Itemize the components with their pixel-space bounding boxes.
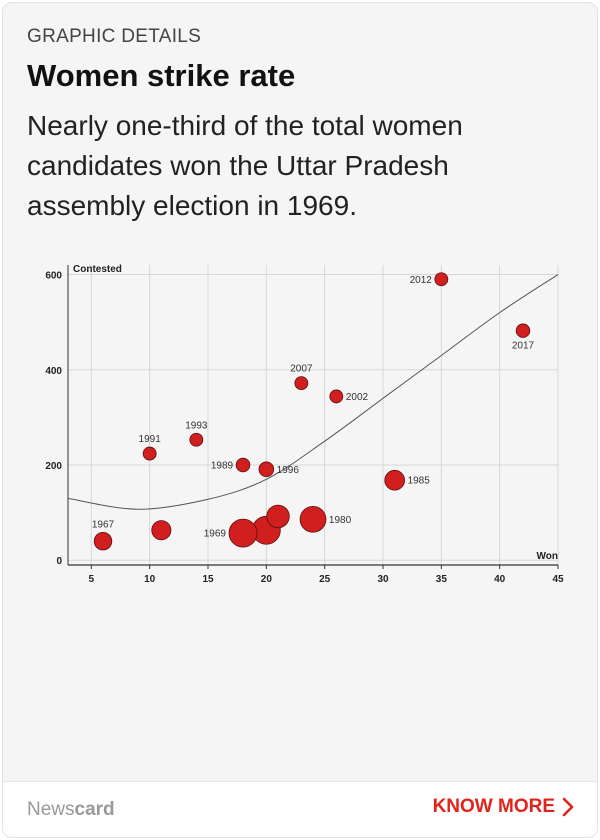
scatter-chart: 5 10 15 20 25 30 35 40 45 0 200 400 600 1967 1969 1980… xyxy=(33,255,573,595)
point-label: 2017 xyxy=(512,341,535,352)
y-tick-label: 400 xyxy=(45,366,62,377)
point-label: 1969 xyxy=(204,529,227,540)
data-point xyxy=(228,518,258,548)
x-tick-label: 25 xyxy=(319,574,331,585)
point-label: 1985 xyxy=(408,476,431,487)
point-label: 2012 xyxy=(410,275,433,286)
y-tick-label: 0 xyxy=(56,556,62,567)
data-point xyxy=(151,520,172,541)
trend-line xyxy=(67,274,559,510)
data-point xyxy=(299,505,327,533)
data-point xyxy=(294,376,309,390)
x-tick-label: 15 xyxy=(202,574,214,585)
data-point xyxy=(384,469,405,491)
axes: 5 10 15 20 25 30 35 40 45 0 200 400 600 xyxy=(45,265,564,585)
chart-svg: 5 10 15 20 25 30 35 40 45 0 200 400 600 1967 1969 1980… xyxy=(45,264,564,585)
x-tick-label: 45 xyxy=(552,574,564,585)
data-point xyxy=(515,323,531,338)
y-tick-label: 600 xyxy=(45,271,62,282)
point-labels: 1967 1969 1980 1985 1989 1991 1993 1996 2002 2007… xyxy=(92,275,535,540)
x-tick-label: 40 xyxy=(494,574,506,585)
point-label: 1967 xyxy=(92,519,115,530)
y-axis-label: Contested xyxy=(73,264,122,275)
point-label: 2002 xyxy=(346,392,369,403)
point-label: 1996 xyxy=(277,465,300,476)
y-tick-label: 200 xyxy=(45,461,62,472)
brand-bold: card xyxy=(74,799,115,820)
grid-lines xyxy=(68,265,559,565)
card-footer: Newscard KNOW MORE xyxy=(3,781,597,837)
data-point xyxy=(235,457,251,473)
card-title: Women strike rate xyxy=(27,58,296,93)
know-more-button[interactable]: KNOW MORE xyxy=(433,796,575,818)
point-label: 1989 xyxy=(211,461,234,472)
card-subtitle: Nearly one-third of the total women cand… xyxy=(27,110,463,221)
data-point xyxy=(93,531,113,551)
x-axis-label: Won xyxy=(537,551,558,562)
data-point xyxy=(258,461,275,478)
point-label: 1991 xyxy=(139,434,162,445)
brand-light: News xyxy=(27,799,75,820)
x-tick-label: 35 xyxy=(436,574,448,585)
data-point xyxy=(142,446,157,461)
x-tick-label: 10 xyxy=(144,574,156,585)
point-label: 1980 xyxy=(329,515,352,526)
point-label: 1993 xyxy=(185,420,208,431)
x-tick-label: 5 xyxy=(89,574,95,585)
data-point xyxy=(189,432,204,447)
x-tick-label: 30 xyxy=(377,574,389,585)
data-point xyxy=(329,389,344,404)
brand-logo: Newscard xyxy=(27,799,115,821)
data-points xyxy=(93,272,531,551)
point-label: 2007 xyxy=(290,364,313,375)
chevron-right-icon xyxy=(562,797,574,817)
data-point xyxy=(266,504,290,529)
trend-curve xyxy=(67,274,559,510)
know-more-label: KNOW MORE xyxy=(432,796,555,817)
x-tick-label: 20 xyxy=(261,574,273,585)
section-kicker: GRAPHIC DETAILS xyxy=(27,26,202,47)
data-point xyxy=(434,272,449,287)
